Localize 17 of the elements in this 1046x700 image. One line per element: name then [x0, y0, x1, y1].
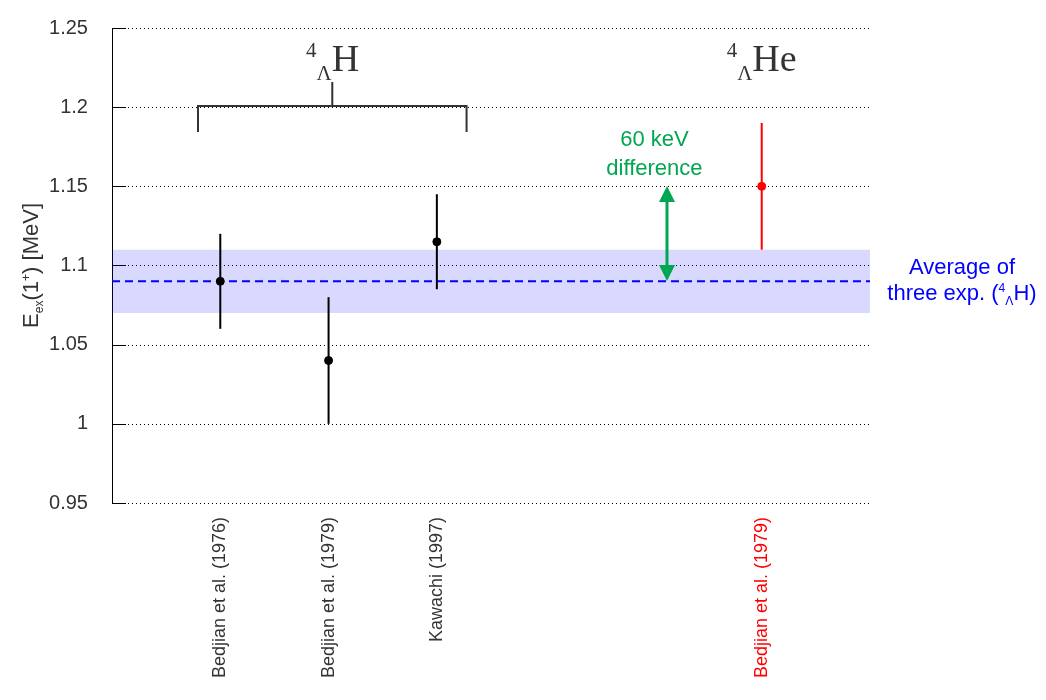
x-tick-label: Bedjian et al. (1976): [209, 517, 230, 679]
x-tick-label: Bedjian et al. (1979): [750, 517, 771, 679]
y-tick-label: 1.15: [49, 173, 88, 196]
band-label: Average of three exp. ($^{4}$$_{Λ}$H): [886, 254, 1038, 309]
annotation: 60 keV difference: [605, 125, 704, 182]
y-tick-label: 1.2: [60, 94, 88, 117]
y-tick-label: 1: [76, 411, 88, 434]
point: [324, 356, 334, 365]
point: [757, 181, 767, 191]
point: [215, 276, 225, 286]
x-tick-label: Kawachi (1997): [425, 517, 446, 643]
x-tick-label: Bedjian et al. (1979): [317, 517, 338, 679]
y-tick-label: 0.95: [49, 490, 88, 513]
y-tick-label: 1.1: [60, 253, 88, 276]
y-tick-label: 1.05: [49, 332, 88, 355]
y-tick-label: 1.25: [49, 15, 88, 38]
point: [432, 237, 442, 247]
